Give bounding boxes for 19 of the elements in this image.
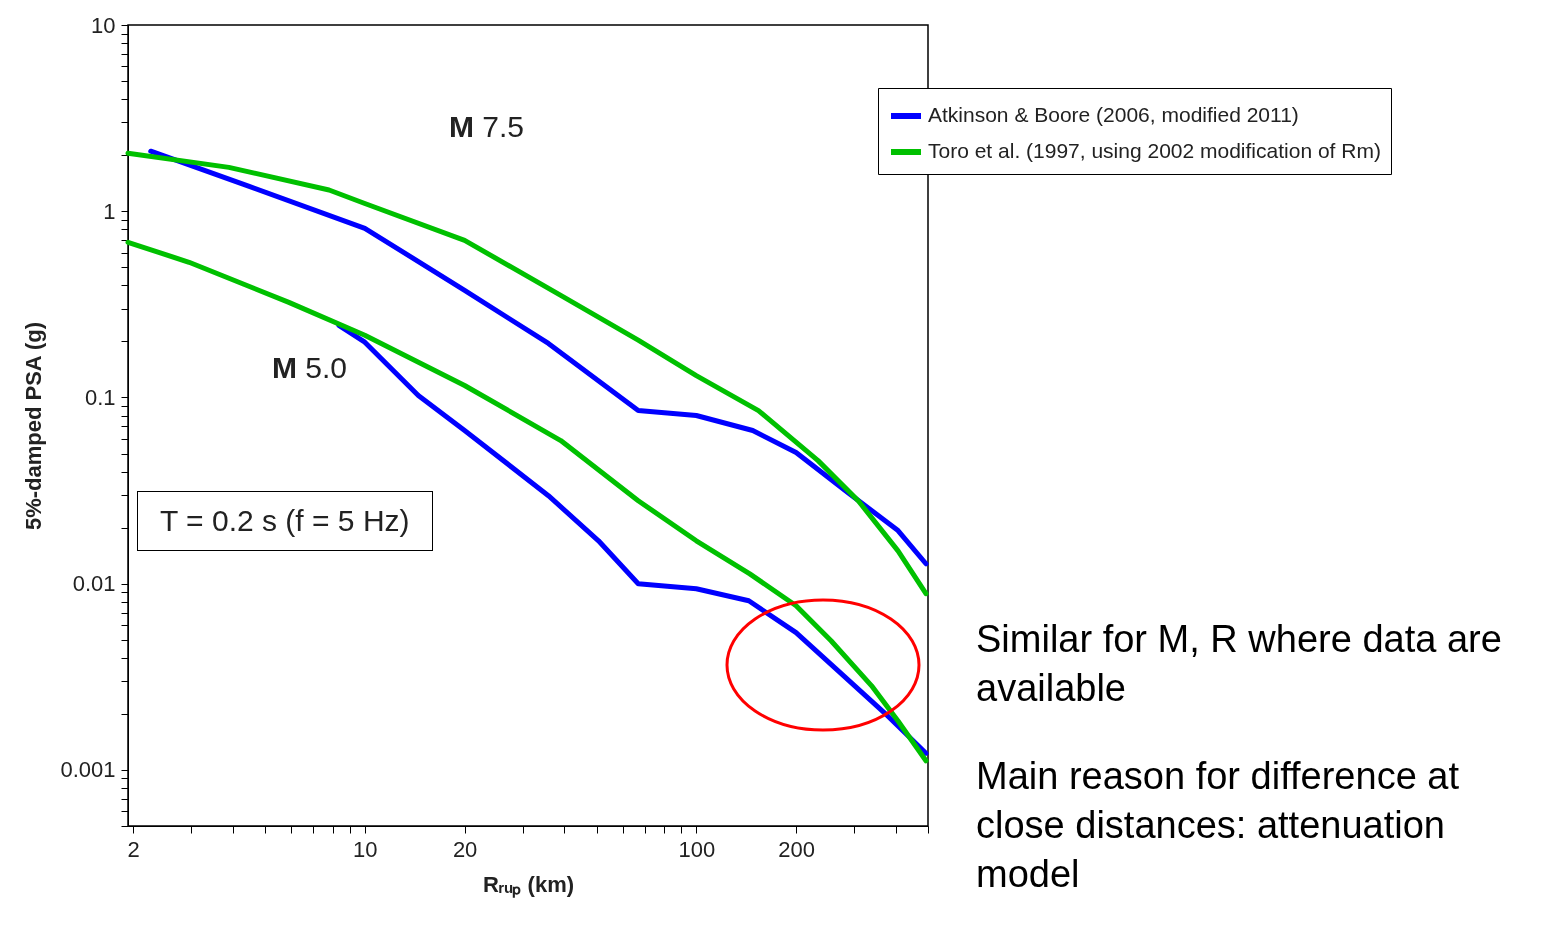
x-axis-title: Rᵣᵤₚ (km)	[482, 871, 575, 898]
annotation: M 7.5	[449, 110, 525, 144]
y-tick-label: 1	[103, 198, 116, 224]
y-tick-label: 0.1	[84, 384, 116, 410]
x-tick-label: 100	[678, 836, 716, 862]
y-axis-title: 5%-damped PSA (g)	[21, 321, 47, 531]
annotation: T = 0.2 s (f = 5 Hz)	[137, 491, 433, 551]
x-tick-label: 20	[452, 836, 478, 862]
y-tick-label: 0.001	[60, 757, 116, 783]
x-tick-label: 10	[353, 836, 378, 862]
legend-label: Atkinson & Boore (2006, modified 2011)	[928, 103, 1299, 126]
legend-label: Toro et al. (1997, using 2002 modification of Rm)	[928, 139, 1381, 162]
x-tick-label: 200	[778, 836, 815, 862]
y-tick-label: 10	[91, 12, 116, 38]
text: Similar for M, R where data are available	[976, 617, 1503, 711]
text: Main reason for difference at close distances: attenuation model	[976, 754, 1460, 897]
x-tick-label: 2	[127, 836, 140, 862]
annotation: M 5.0	[272, 351, 348, 385]
y-tick-label: 0.01	[72, 571, 116, 597]
